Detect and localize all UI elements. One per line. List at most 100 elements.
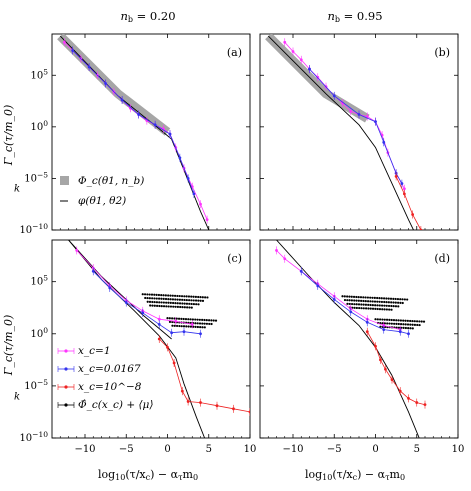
black-dot xyxy=(364,296,367,299)
black-dot xyxy=(189,325,193,328)
y-k-mark: k xyxy=(14,184,20,195)
panel-label: (c) xyxy=(227,252,242,265)
black-dot xyxy=(395,319,398,322)
data-point xyxy=(379,358,382,362)
black-dot xyxy=(416,323,419,327)
data-point xyxy=(141,311,145,315)
black-dot xyxy=(173,324,176,327)
black-dot xyxy=(348,302,351,306)
black-dot xyxy=(172,301,175,305)
data-point xyxy=(275,249,278,252)
black-dot xyxy=(197,295,200,299)
panel-label: (d) xyxy=(434,252,450,265)
data-point xyxy=(178,156,182,160)
y-tick-label: 105 xyxy=(30,274,48,288)
y-label-bottom: Γ_c(τ/m_0) xyxy=(2,315,15,377)
black-dot xyxy=(399,301,402,304)
black-dot xyxy=(413,320,416,323)
y-tick-label: 10−10 xyxy=(19,430,48,444)
black-dot xyxy=(378,297,381,300)
black-dot xyxy=(192,325,195,328)
data-point xyxy=(365,115,369,118)
black-dot xyxy=(404,323,407,326)
black-dot xyxy=(151,297,154,300)
phi-curve xyxy=(68,240,172,340)
black-dot xyxy=(185,302,189,305)
black-dot xyxy=(381,304,384,307)
black-dot xyxy=(178,324,181,328)
black-dot-block xyxy=(374,318,426,330)
data-point xyxy=(180,389,184,393)
y-tick-label: 105 xyxy=(30,67,48,81)
black-dot xyxy=(374,318,377,321)
black-dot xyxy=(392,301,395,304)
series-blue xyxy=(71,46,196,198)
data-point xyxy=(91,269,95,273)
panel-label: (b) xyxy=(434,46,450,59)
black-dot xyxy=(378,300,381,303)
series-line xyxy=(76,250,193,325)
black-dot xyxy=(352,295,356,298)
black-dot xyxy=(357,303,361,306)
black-dot xyxy=(394,297,397,301)
black-dot xyxy=(406,319,409,322)
black-dot xyxy=(179,305,182,309)
black-dot xyxy=(185,298,188,302)
black-dot xyxy=(358,306,361,310)
series-line xyxy=(159,338,250,413)
black-dot xyxy=(188,306,191,309)
black-dot xyxy=(350,295,353,298)
y-tick-label: 100 xyxy=(30,119,48,133)
black-dot xyxy=(150,293,154,296)
black-dot xyxy=(185,325,188,328)
series-line xyxy=(72,50,195,195)
black-dot xyxy=(197,299,200,302)
black-dot xyxy=(194,295,197,298)
black-dot xyxy=(208,322,211,326)
black-dot xyxy=(341,295,344,298)
black-dot xyxy=(383,322,387,325)
black-dot xyxy=(379,325,382,328)
black-dot xyxy=(207,319,211,322)
black-dot xyxy=(153,297,156,300)
series-line xyxy=(395,176,422,230)
black-dot xyxy=(162,305,166,308)
black-dot xyxy=(172,305,175,308)
black-dot xyxy=(355,306,358,310)
data-point xyxy=(382,324,386,327)
legend-gray-square xyxy=(60,176,69,185)
black-dot xyxy=(169,294,172,297)
black-dot xyxy=(390,301,393,304)
black-dot xyxy=(210,319,213,322)
black-dot xyxy=(348,295,351,298)
black-dot xyxy=(169,298,172,301)
black-dot xyxy=(390,308,393,311)
black-dot xyxy=(185,295,188,298)
data-point xyxy=(283,40,287,44)
legend-text: Φ_c(θ1, n_b) xyxy=(78,175,144,187)
legend-marker xyxy=(64,349,68,353)
data-point xyxy=(215,404,219,408)
data-point xyxy=(332,298,336,301)
black-dot xyxy=(366,296,370,299)
black-dot xyxy=(192,295,195,298)
plot-area xyxy=(275,240,427,438)
data-point xyxy=(398,330,402,334)
data-point xyxy=(205,218,209,222)
black-dot xyxy=(174,305,177,308)
black-dot xyxy=(376,318,379,321)
x-tick-label: 10 xyxy=(452,444,465,455)
black-dot xyxy=(212,319,215,322)
black-dot xyxy=(381,318,384,321)
black-dot xyxy=(203,318,206,322)
black-dot xyxy=(155,301,159,304)
black-dot xyxy=(168,320,172,324)
black-dot xyxy=(378,308,382,311)
black-dot xyxy=(148,293,151,296)
data-point xyxy=(374,120,377,124)
black-dot xyxy=(201,326,204,329)
black-dot xyxy=(364,299,367,303)
black-dot xyxy=(190,295,193,298)
black-dot xyxy=(181,302,184,305)
data-point xyxy=(137,113,141,116)
